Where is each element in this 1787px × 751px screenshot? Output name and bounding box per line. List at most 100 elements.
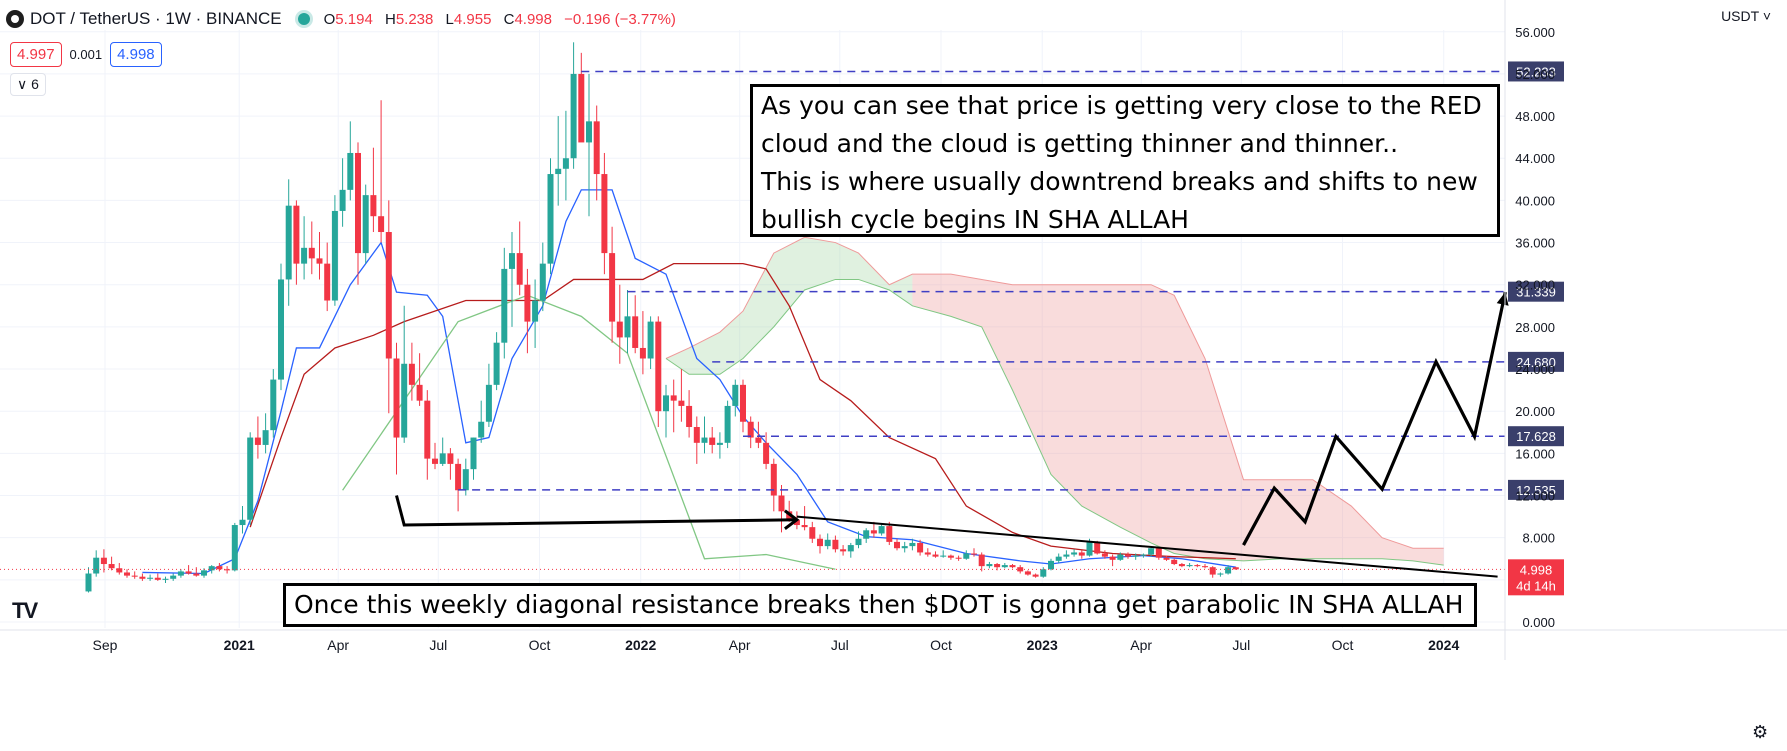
candle — [1171, 559, 1178, 565]
candle — [978, 554, 985, 567]
candle — [239, 519, 246, 526]
tradingview-logo-icon[interactable]: TV — [12, 598, 38, 623]
candle — [555, 168, 562, 175]
candle — [509, 253, 515, 269]
candle — [100, 557, 107, 565]
candle — [686, 405, 693, 428]
y-tick-label: 56.000 — [1515, 25, 1555, 40]
candle — [170, 575, 177, 579]
level-label: 31.339 — [1516, 285, 1556, 300]
top-annotation-line: bullish cycle begins IN SHA ALLAH — [761, 205, 1189, 234]
candle — [1209, 567, 1216, 575]
candle — [185, 571, 192, 574]
candle — [470, 437, 477, 470]
candle — [1125, 554, 1131, 557]
candle — [747, 421, 754, 438]
candle — [301, 247, 308, 264]
candle — [855, 538, 862, 546]
candle — [647, 321, 654, 359]
candle — [401, 363, 408, 438]
y-tick-label: 28.000 — [1515, 320, 1555, 335]
y-tick-label: 44.000 — [1515, 151, 1555, 166]
sell-button[interactable]: 4.997 — [10, 42, 62, 67]
price-levels — [0, 70, 1505, 570]
candle — [701, 437, 708, 443]
candle — [947, 555, 954, 558]
candle — [578, 73, 585, 143]
cloud-bearish — [912, 274, 1444, 566]
candle — [763, 442, 770, 464]
chevron-down-icon: ∨ — [17, 76, 28, 92]
chevron-down-icon: ˅ — [1762, 8, 1771, 24]
candle — [424, 400, 431, 459]
candle — [1001, 565, 1008, 568]
candle — [632, 316, 639, 348]
candle — [601, 174, 608, 254]
diagonal-resistance-line — [796, 515, 1498, 578]
low-value: 4.955 — [453, 10, 492, 28]
candle — [1071, 552, 1078, 555]
candle — [732, 384, 739, 406]
candle — [247, 437, 254, 520]
candle — [678, 400, 685, 406]
leading-span-a — [665, 236, 1444, 549]
candle — [716, 442, 723, 445]
spread-value: 0.001 — [69, 47, 103, 62]
candle — [1202, 566, 1208, 568]
candle — [278, 279, 284, 380]
axes: 52.23331.33924.68017.62812.5350.0004.000… — [0, 0, 1787, 660]
candle — [639, 347, 646, 359]
candle — [478, 421, 485, 438]
candle — [778, 495, 785, 512]
x-tick-label: Jul — [429, 637, 447, 653]
gear-icon[interactable]: ⚙ — [1752, 722, 1769, 742]
x-tick-label: Apr — [1130, 637, 1152, 653]
candle — [393, 358, 400, 438]
currency-selector[interactable]: USDT ˅ — [1721, 8, 1771, 24]
candle — [863, 530, 870, 539]
x-tick-label: 2022 — [625, 637, 656, 653]
buy-button[interactable]: 4.998 — [110, 42, 162, 67]
x-tick-label: Apr — [327, 637, 349, 653]
candle — [547, 174, 554, 264]
indicator-count: 6 — [31, 76, 39, 92]
level-label: 24.680 — [1516, 355, 1556, 370]
x-tick-label: Jul — [831, 637, 849, 653]
callout-arrowhead — [784, 509, 800, 530]
candle — [432, 458, 438, 464]
candle — [586, 121, 592, 143]
countdown-label: 4d 14h — [1516, 578, 1556, 593]
candle — [154, 577, 161, 580]
indicators-toggle[interactable]: ∨ 6 — [10, 73, 46, 96]
top-annotation-line: This is where usually downtrend breaks a… — [761, 167, 1478, 196]
y-tick-label: 32.000 — [1515, 278, 1555, 293]
candle — [1117, 554, 1124, 560]
top-annotation: As you can see that price is getting ver… — [750, 84, 1500, 237]
candle — [562, 158, 569, 169]
candle — [539, 263, 546, 301]
y-tick-label: 36.000 — [1515, 236, 1555, 251]
candle — [1078, 552, 1085, 556]
candle — [624, 316, 631, 338]
candle — [1063, 554, 1070, 557]
level-label: 52.233 — [1516, 64, 1556, 79]
candle — [331, 210, 338, 301]
candle — [894, 541, 900, 549]
candle — [847, 545, 854, 552]
candle — [1155, 548, 1162, 558]
candle — [501, 268, 508, 343]
candle — [516, 253, 523, 285]
candle — [362, 195, 369, 254]
candle — [570, 73, 577, 159]
candle — [347, 152, 354, 190]
candle — [93, 557, 100, 574]
candle — [201, 570, 207, 576]
candle — [1232, 567, 1239, 570]
x-tick-label: 2021 — [224, 637, 255, 653]
candle — [385, 232, 392, 359]
candle — [994, 564, 1001, 568]
projection-path — [1242, 291, 1507, 546]
symbol-title[interactable]: DOT / TetherUS · 1W · BINANCE — [30, 9, 282, 28]
candle — [316, 258, 323, 264]
candle — [116, 568, 123, 573]
